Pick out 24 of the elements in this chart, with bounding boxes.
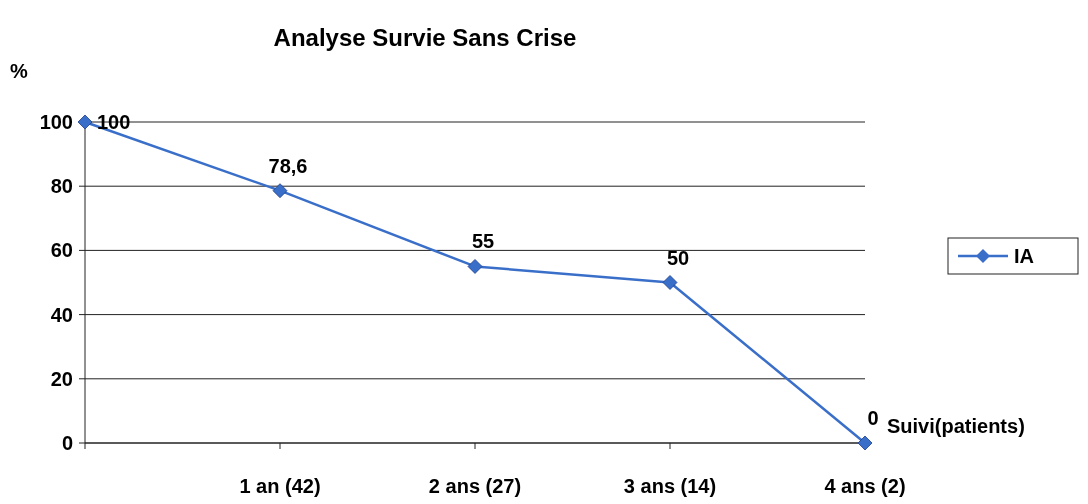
y-tick-label: 0: [61, 432, 73, 454]
point: [662, 275, 678, 290]
x-tick-label: 4 ans (2): [824, 475, 906, 497]
x-tick-label: 1 an (42): [239, 475, 321, 497]
x-axis-title: Suivi(patients): [887, 415, 1025, 437]
text: 55: [471, 230, 495, 253]
point: [467, 259, 483, 274]
y-tick-label: 40: [50, 303, 73, 326]
chart-title: Analyse Survie Sans Crise: [273, 24, 577, 51]
y-tick-label: 80: [50, 175, 73, 198]
x-tick-label: 2 ans (27): [428, 475, 522, 497]
text: 50: [666, 246, 690, 269]
y-tick-label: 20: [50, 367, 73, 390]
point: [272, 183, 288, 199]
text: 100: [97, 111, 131, 133]
x-tick-label: 3 ans (14): [623, 475, 717, 497]
point: [857, 435, 873, 451]
y-axis-title: %: [10, 60, 28, 82]
legend-label: IA: [1014, 245, 1034, 267]
point: [77, 114, 93, 130]
text: 0: [867, 407, 879, 429]
y-tick-label: 60: [50, 239, 73, 262]
y-tick-label: 100: [39, 111, 73, 133]
text: 78,6: [268, 154, 308, 177]
